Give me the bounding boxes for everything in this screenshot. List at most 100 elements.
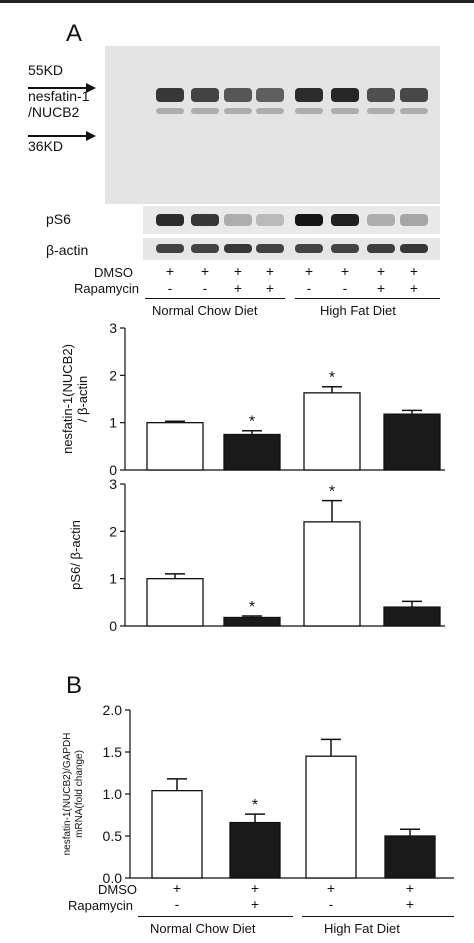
blot-label-nesfatin-line1: nesfatin-1 bbox=[28, 88, 90, 104]
ps6-band bbox=[224, 214, 252, 226]
bar-rapamycin-sign: + bbox=[250, 896, 260, 912]
nucb2-faint-band bbox=[224, 108, 252, 114]
bar-rapamycin-label: Rapamycin bbox=[68, 898, 134, 913]
y-tick-label: 1 bbox=[109, 571, 117, 587]
blot-rapamycin-sign: + bbox=[376, 280, 386, 296]
bar-dmso-sign: + bbox=[172, 880, 182, 896]
ps6-band bbox=[295, 214, 323, 226]
y-tick-label: 2 bbox=[109, 367, 117, 383]
bar-group-label-hfd: High Fat Diet bbox=[324, 921, 400, 936]
chart-ps6-actin: 0 1 2 3 pS6/ β-actin * * bbox=[68, 478, 445, 634]
nucb2-band bbox=[256, 88, 284, 102]
nucb2-faint-band bbox=[295, 108, 323, 114]
significance-star: * bbox=[252, 797, 258, 814]
y-tick-label: 0 bbox=[109, 462, 117, 478]
blot-label-actin: β-actin bbox=[46, 242, 89, 258]
top-border bbox=[0, 0, 474, 3]
blot-dmso-sign: + bbox=[165, 263, 175, 279]
nucb2-band bbox=[224, 88, 252, 102]
ps6-band bbox=[156, 214, 184, 226]
blot-dmso-sign: + bbox=[340, 263, 350, 279]
significance-star: * bbox=[329, 370, 335, 387]
bar bbox=[384, 835, 436, 879]
bar-group-rule-hfd bbox=[302, 916, 454, 917]
actin-band bbox=[256, 244, 284, 253]
nucb2-faint-band bbox=[331, 108, 359, 114]
panel-b-letter: B bbox=[66, 672, 83, 699]
marker-55kd-label: 55KD bbox=[28, 62, 64, 78]
y-axis-label: nesfatin-1(NUCB2)/GAPDHmRNA(fold change) bbox=[62, 733, 85, 856]
blot-group-label-ncd: Normal Chow Diet bbox=[152, 303, 258, 318]
bar-dmso-sign: + bbox=[326, 880, 336, 896]
bar bbox=[223, 433, 281, 471]
y-tick-label: 2.0 bbox=[103, 702, 123, 718]
bar-rapamycin-sign: + bbox=[405, 896, 415, 912]
ps6-blot-image bbox=[143, 206, 440, 234]
bar bbox=[146, 422, 204, 471]
blot-rapamycin-sign: + bbox=[409, 280, 419, 296]
blot-rapamycin-sign: - bbox=[306, 280, 312, 296]
blot-rapamycin-sign: + bbox=[233, 280, 243, 296]
actin-band bbox=[224, 244, 252, 253]
y-tick-label: 0.0 bbox=[103, 870, 123, 886]
blot-dmso-sign: + bbox=[376, 263, 386, 279]
y-tick-label: 0 bbox=[109, 618, 117, 634]
bar bbox=[229, 821, 281, 879]
y-axis-label: nesfatin-1(NUCB2)/ β-actin bbox=[60, 344, 90, 454]
y-tick-label: 1.5 bbox=[103, 744, 123, 760]
nucb2-band bbox=[400, 88, 428, 102]
blot-dmso-label: DMSO bbox=[94, 265, 133, 280]
bar bbox=[223, 616, 281, 627]
bar bbox=[303, 392, 361, 471]
nucb2-blot-image bbox=[105, 46, 440, 204]
actin-band bbox=[295, 244, 323, 253]
blot-group-label-hfd: High Fat Diet bbox=[320, 303, 396, 318]
nucb2-band bbox=[295, 88, 323, 102]
bar bbox=[305, 755, 357, 879]
y-tick-label: 2 bbox=[109, 523, 117, 539]
bar bbox=[151, 789, 203, 879]
blot-label-ps6: pS6 bbox=[46, 211, 71, 227]
marker-36kd-arrow-icon bbox=[28, 128, 96, 146]
marker-55kd-arrow-icon bbox=[28, 80, 96, 98]
bar bbox=[383, 413, 441, 471]
y-tick-label: 0.5 bbox=[103, 828, 123, 844]
bar bbox=[383, 606, 441, 627]
blot-rapamycin-sign: - bbox=[202, 280, 208, 296]
y-tick-label: 3 bbox=[109, 478, 117, 492]
blot-label-nesfatin-line2: /NUCB2 bbox=[28, 104, 80, 120]
blot-rapamycin-label: Rapamycin bbox=[74, 281, 140, 296]
ps6-band bbox=[191, 214, 219, 226]
blot-dmso-sign: + bbox=[304, 263, 314, 279]
group-rule-hfd bbox=[295, 298, 440, 299]
panel-a-letter: A bbox=[66, 20, 83, 47]
blot-dmso-sign: + bbox=[265, 263, 275, 279]
nucb2-faint-band bbox=[367, 108, 395, 114]
bar bbox=[303, 521, 361, 627]
nucb2-faint-band bbox=[156, 108, 184, 114]
bar bbox=[146, 578, 204, 627]
significance-star: * bbox=[329, 484, 335, 501]
nucb2-band bbox=[331, 88, 359, 102]
y-axis-label: pS6/ β-actin bbox=[68, 520, 83, 590]
bar-dmso-label: DMSO bbox=[98, 882, 137, 897]
nucb2-faint-band bbox=[256, 108, 284, 114]
actin-band bbox=[400, 244, 428, 253]
significance-star: * bbox=[249, 599, 255, 616]
blot-dmso-sign: + bbox=[200, 263, 210, 279]
significance-star: * bbox=[249, 414, 255, 431]
actin-band bbox=[331, 244, 359, 253]
bar-dmso-sign: + bbox=[250, 880, 260, 896]
nucb2-faint-band bbox=[400, 108, 428, 114]
nucb2-band bbox=[156, 88, 184, 102]
actin-band bbox=[191, 244, 219, 253]
y-tick-label: 3 bbox=[109, 320, 117, 336]
chart-nucb2-gapdh: 0.0 0.5 1.0 1.5 2.0 nesfatin-1(NUCB2)/GAPDHmR… bbox=[62, 702, 454, 886]
bar-dmso-sign: + bbox=[405, 880, 415, 896]
bar-rapamycin-sign: - bbox=[174, 896, 180, 912]
y-tick-label: 1.0 bbox=[103, 786, 123, 802]
blot-rapamycin-sign: + bbox=[265, 280, 275, 296]
bar-group-rule-ncd bbox=[138, 916, 293, 917]
actin-blot-image bbox=[143, 238, 440, 260]
group-rule-ncd bbox=[145, 298, 285, 299]
